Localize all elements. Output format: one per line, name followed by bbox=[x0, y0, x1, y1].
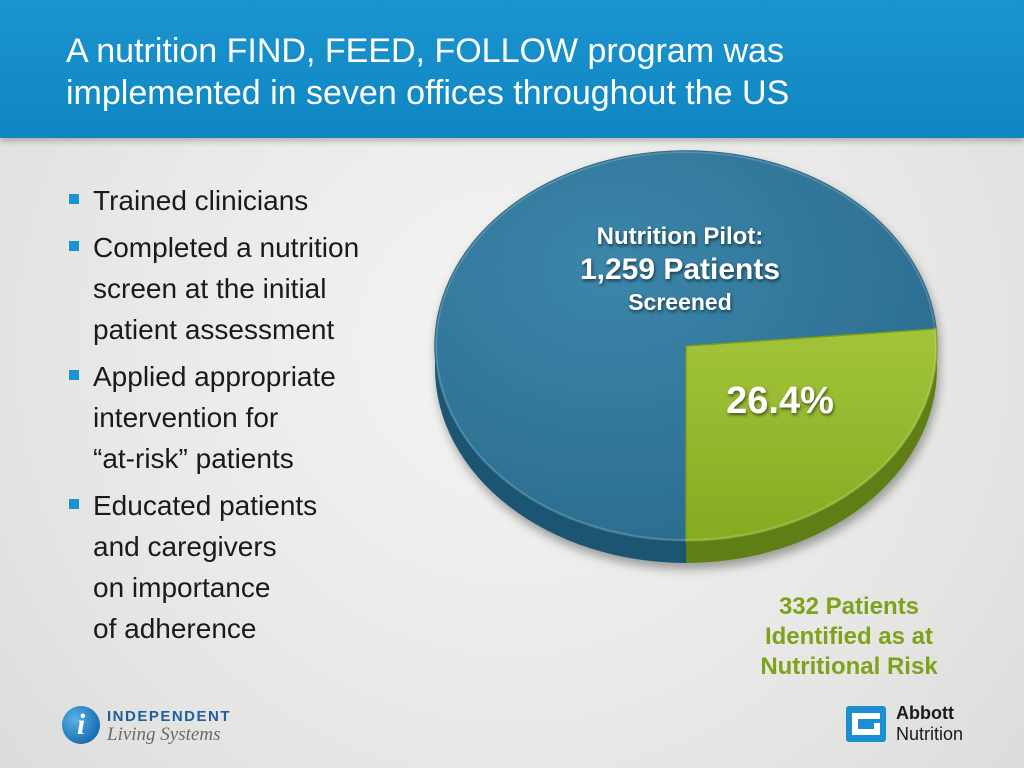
bullet-item: Trained clinicians bbox=[68, 180, 428, 221]
square-bullet-icon bbox=[69, 241, 79, 251]
square-bullet-icon bbox=[69, 370, 79, 380]
pie-label-line3: Screened bbox=[628, 289, 732, 315]
bullet-item: Completed a nutrition screen at the init… bbox=[68, 227, 428, 350]
title-banner: A nutrition FIND, FEED, FOLLOW program w… bbox=[0, 0, 1024, 138]
risk-annotation: 332 Patients Identified as at Nutritiona… bbox=[760, 593, 938, 680]
bullet-item: Applied appropriate intervention for “at… bbox=[68, 356, 428, 479]
pie-label-line2: 1,259 Patients bbox=[579, 253, 781, 286]
page-title: A nutrition FIND, FEED, FOLLOW program w… bbox=[66, 32, 790, 112]
bullet-text: Trained clinicians bbox=[93, 185, 309, 216]
logo-line2: Living Systems bbox=[107, 724, 221, 745]
square-bullet-icon bbox=[69, 499, 79, 509]
square-bullet-icon bbox=[69, 194, 79, 204]
logo-name: Abbott bbox=[896, 703, 954, 723]
pie-rim bbox=[435, 151, 937, 541]
pie-wall-green bbox=[686, 346, 937, 563]
independent-living-systems-logo: i INDEPENDENT Living Systems bbox=[62, 702, 262, 752]
abbott-a-icon bbox=[846, 706, 886, 742]
pie-slice-at-risk bbox=[685, 328, 938, 542]
bullet-text: Educated patients and caregivers on impo… bbox=[93, 490, 318, 644]
info-circle-icon: i bbox=[62, 706, 100, 744]
abbott-nutrition-logo: Abbott Nutrition bbox=[846, 700, 986, 748]
logo-sub: Nutrition bbox=[896, 724, 964, 744]
bullet-item: Educated patients and caregivers on impo… bbox=[68, 485, 428, 649]
bullet-list: Trained clinicians Completed a nutrition… bbox=[68, 180, 428, 655]
bullet-text: Applied appropriate intervention for “at… bbox=[93, 361, 336, 474]
pie-label-line1: Nutrition Pilot: bbox=[596, 223, 764, 250]
logo-line1: INDEPENDENT bbox=[107, 708, 232, 725]
pie-wall-blue bbox=[435, 346, 686, 563]
pie-center-label: Nutrition Pilot: 1,259 Patients Screened bbox=[530, 222, 830, 316]
bullet-text: Completed a nutrition screen at the init… bbox=[93, 232, 360, 345]
slice-percent-label: 26.4% bbox=[726, 380, 834, 422]
